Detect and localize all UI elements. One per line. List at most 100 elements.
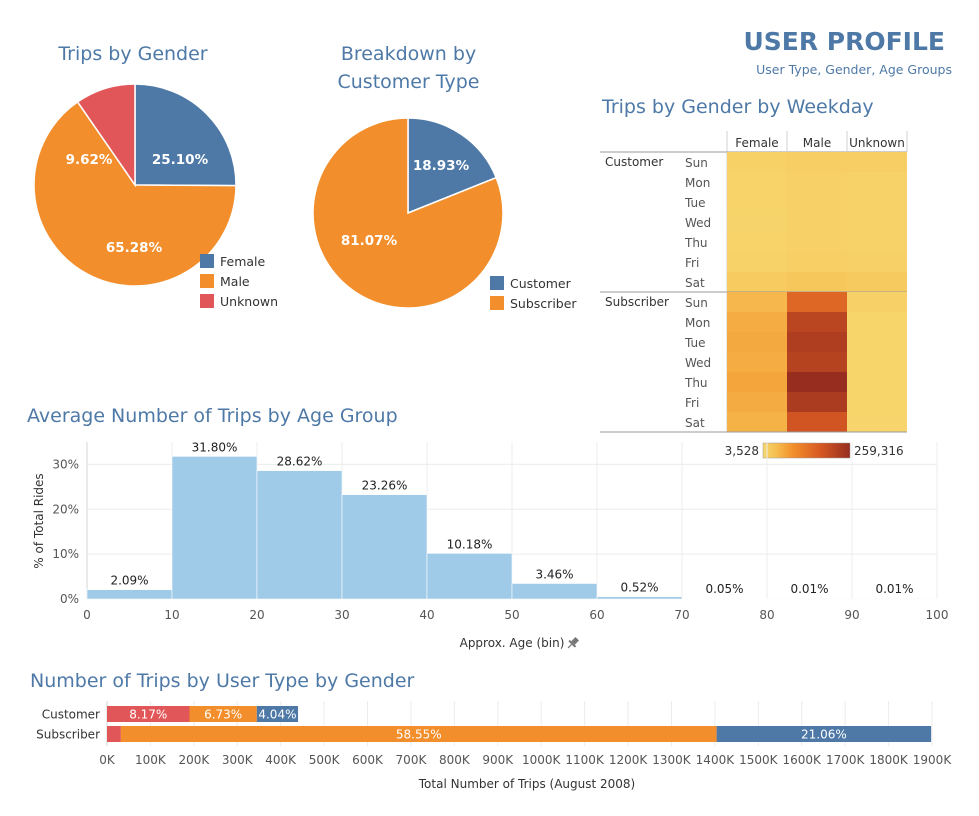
trips-row-label-customer: Customer (42, 708, 100, 722)
heatmap-row-subscriber-wed: Wed (685, 356, 711, 370)
heatmap-row-subscriber-mon: Mon (685, 316, 710, 330)
customer-pie-slice-customer (407, 117, 498, 215)
customer-pie-label-customer: 18.93% (413, 158, 470, 174)
gender-pie-label-male: 65.28% (106, 240, 163, 256)
trips-bar-label-subscriber-female: 21.06% (801, 728, 847, 742)
trips-bar-label-customer-unknown: 8.17% (129, 708, 167, 722)
age-bar-label-30: 23.26% (362, 479, 408, 493)
trips-x-axis-label: Total Number of Trips (August 2008) (418, 777, 635, 791)
trips-bar-label-customer-male: 6.73% (204, 708, 242, 722)
heatmap-group-customer: Customer (605, 155, 663, 169)
heatmap-cell-customer-sat-female (727, 272, 787, 292)
heatmap-row-subscriber-sat: Sat (685, 416, 705, 430)
heatmap-cell-subscriber-sun-female (727, 292, 787, 312)
heatmap-scale-min: 3,528 (725, 444, 759, 458)
gender-pie-label-female: 25.10% (152, 152, 209, 168)
customer-pie-legend-swatch-customer (490, 276, 504, 290)
age-xtick-50: 50 (504, 608, 519, 622)
trips-bar-customer-male (189, 706, 257, 722)
trips-row-label-subscriber: Subscriber (36, 728, 100, 742)
customer-pie-slice-subscriber (312, 117, 504, 309)
age-bar-60 (596, 596, 683, 600)
trips-xtick-1000k: 1000K (522, 753, 562, 767)
heatmap-row-customer-thu: Thu (684, 236, 708, 250)
heatmap-cell-subscriber-sat-female (727, 412, 787, 432)
age-xtick-10: 10 (164, 608, 179, 622)
age-chart-title: Average Number of Trips by Age Group (27, 405, 398, 427)
heatmap-cell-subscriber-fri-unknown (847, 392, 907, 412)
heatmap-cell-subscriber-thu-male (787, 372, 847, 392)
age-bar-30 (341, 494, 428, 600)
pin-icon (567, 636, 580, 649)
heatmap-cell-customer-fri-female (727, 252, 787, 272)
trips-xtick-1200k: 1200K (609, 753, 649, 767)
gender-pie-legend-label-female: Female (220, 254, 266, 269)
heatmap-cell-subscriber-mon-female (727, 312, 787, 332)
heatmap-col-header-male: Male (803, 136, 831, 150)
usertype-chart-title: Number of Trips by User Type by Gender (30, 670, 415, 692)
age-bar-10 (171, 456, 258, 600)
page-title: USER PROFILE (743, 27, 945, 56)
heatmap-row-subscriber-tue: Tue (684, 336, 706, 350)
customer-pie-legend-swatch-subscriber (490, 296, 504, 310)
age-xtick-30: 30 (334, 608, 349, 622)
heatmap-col-header-unknown: Unknown (849, 136, 905, 150)
age-xtick-20: 20 (249, 608, 264, 622)
age-bar-label-50: 3.46% (535, 567, 573, 581)
heatmap-row-subscriber-fri: Fri (685, 396, 699, 410)
page-subtitle: User Type, Gender, Age Groups (756, 62, 952, 77)
age-bar-label-90: 0.01% (875, 582, 913, 596)
age-bar-label-70: 0.05% (705, 582, 743, 596)
heatmap-cell-customer-thu-unknown (847, 232, 907, 252)
customer-pie-title: Breakdown by Customer Type (316, 40, 501, 96)
age-xtick-0: 0 (83, 608, 91, 622)
heatmap-cell-customer-sun-male (787, 152, 847, 172)
heatmap-cell-subscriber-fri-male (787, 392, 847, 412)
heatmap-row-customer-sun: Sun (685, 156, 708, 170)
heatmap-cell-subscriber-tue-unknown (847, 332, 907, 352)
trips-bar-subscriber-male (120, 726, 717, 742)
trips-xtick-1700k: 1700K (826, 753, 866, 767)
age-ytick-20: 20% (52, 502, 79, 516)
trips-xtick-500k: 500K (309, 753, 341, 767)
gender-pie-slice-unknown (76, 83, 136, 188)
trips-xtick-1400k: 1400K (696, 753, 736, 767)
heatmap-cell-customer-sat-unknown (847, 272, 907, 292)
heatmap-cell-subscriber-fri-female (727, 392, 787, 412)
heatmap-title: Trips by Gender by Weekday (602, 96, 874, 118)
heatmap-cell-customer-sun-female (727, 152, 787, 172)
heatmap-cell-customer-thu-female (727, 232, 787, 252)
heatmap-cell-subscriber-thu-female (727, 372, 787, 392)
trips-bar-customer-unknown (107, 706, 190, 722)
age-bar-label-10: 31.80% (192, 440, 238, 454)
heatmap-row-subscriber-sun: Sun (685, 296, 708, 310)
trips-xtick-600k: 600K (352, 753, 384, 767)
trips-bar-customer-female (256, 706, 299, 722)
customer-pie-legend-label-subscriber: Subscriber (510, 296, 577, 311)
trips-xtick-200k: 200K (178, 753, 210, 767)
age-bar-label-40: 10.18% (447, 537, 493, 551)
pin-icon-needle (567, 643, 573, 649)
heatmap-row-customer-wed: Wed (685, 216, 711, 230)
trips-bar-subscriber-unknown (107, 726, 121, 742)
gender-pie-label-unknown: 9.62% (66, 152, 113, 168)
gender-pie-legend-swatch-female (200, 254, 214, 268)
gender-pie-slice-female (134, 83, 237, 187)
age-bar-70 (681, 598, 768, 600)
heatmap-cell-customer-wed-male (787, 212, 847, 232)
heatmap-scale-bar (762, 442, 851, 459)
heatmap-col-header-female: Female (735, 136, 778, 150)
heatmap-cell-customer-tue-male (787, 192, 847, 212)
heatmap-cell-customer-wed-unknown (847, 212, 907, 232)
heatmap-cell-subscriber-sat-male (787, 412, 847, 432)
heatmap-row-subscriber-thu: Thu (684, 376, 708, 390)
trips-xtick-900k: 900K (482, 753, 514, 767)
heatmap-cell-customer-sat-male (787, 272, 847, 292)
age-bar-90 (851, 598, 938, 600)
age-bar-label-0: 2.09% (110, 574, 148, 588)
age-y-axis-label: % of Total Rides (32, 473, 46, 568)
heatmap-cell-customer-fri-male (787, 252, 847, 272)
gender-pie-legend-label-male: Male (220, 274, 250, 289)
trips-xtick-1300k: 1300K (652, 753, 692, 767)
age-bar-50 (511, 583, 598, 600)
